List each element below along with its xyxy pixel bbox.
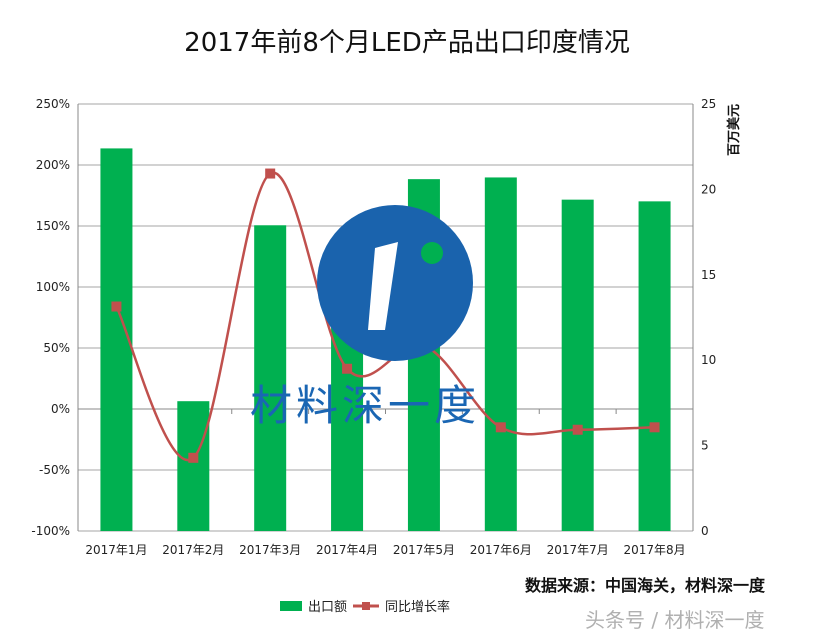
left-tick-label: 0% — [51, 402, 70, 416]
x-tick-label: 2017年2月 — [162, 543, 224, 557]
line-marker — [342, 363, 353, 374]
line-marker — [111, 301, 122, 312]
legend: 出口额 同比增长率 — [280, 596, 450, 615]
x-tick-label: 2017年4月 — [316, 543, 378, 557]
right-tick-label: 15 — [701, 268, 716, 282]
right-tick-label: 25 — [701, 97, 716, 111]
legend-line-swatch — [353, 601, 380, 610]
left-tick-label: 250% — [36, 97, 70, 111]
line-marker — [188, 452, 199, 463]
left-tick-label: 150% — [36, 219, 70, 233]
legend-label-line: 同比增长率 — [385, 600, 451, 615]
x-tick-label: 2017年1月 — [85, 543, 147, 557]
left-tick-label: -100% — [31, 524, 70, 538]
bar — [177, 401, 210, 531]
chart-title: 2017年前8个月LED产品出口印度情况 — [184, 28, 630, 58]
bar — [638, 201, 671, 531]
left-tick-label: -50% — [39, 463, 70, 477]
left-tick-label: 50% — [43, 341, 70, 355]
line-marker — [572, 424, 583, 435]
source-note: 数据来源：中国海关，材料深一度 — [525, 576, 766, 595]
watermark-logo-text: 材料深一度 — [250, 381, 481, 430]
right-tick-label: 5 — [701, 439, 709, 453]
legend-bar-swatch — [280, 600, 302, 611]
x-tick-label: 2017年5月 — [393, 543, 455, 557]
x-tick-label: 2017年3月 — [239, 543, 301, 557]
bar — [561, 199, 594, 531]
bar — [100, 148, 133, 531]
x-tick-label: 2017年6月 — [470, 543, 532, 557]
watermark-logo-dot — [421, 242, 443, 264]
left-tick-label: 100% — [36, 280, 70, 294]
legend-label-bar: 出口额 — [308, 600, 348, 615]
right-tick-label: 0 — [701, 524, 709, 538]
right-tick-label: 10 — [701, 353, 716, 367]
right-axis-label: 百万美元 — [726, 104, 742, 156]
left-tick-label: 200% — [36, 158, 70, 172]
line-marker — [649, 422, 660, 433]
line-marker — [265, 168, 276, 179]
bar — [331, 326, 364, 531]
bar — [254, 225, 287, 531]
line-marker — [495, 422, 506, 433]
bar — [484, 177, 517, 531]
watermark: 头条号 / 材料深一度 — [585, 608, 765, 632]
watermark-logo-circle — [317, 205, 473, 361]
right-tick-label: 20 — [701, 182, 716, 196]
x-tick-label: 2017年7月 — [547, 543, 609, 557]
watermark-logo-one — [368, 242, 398, 330]
x-tick-label: 2017年8月 — [623, 543, 685, 557]
